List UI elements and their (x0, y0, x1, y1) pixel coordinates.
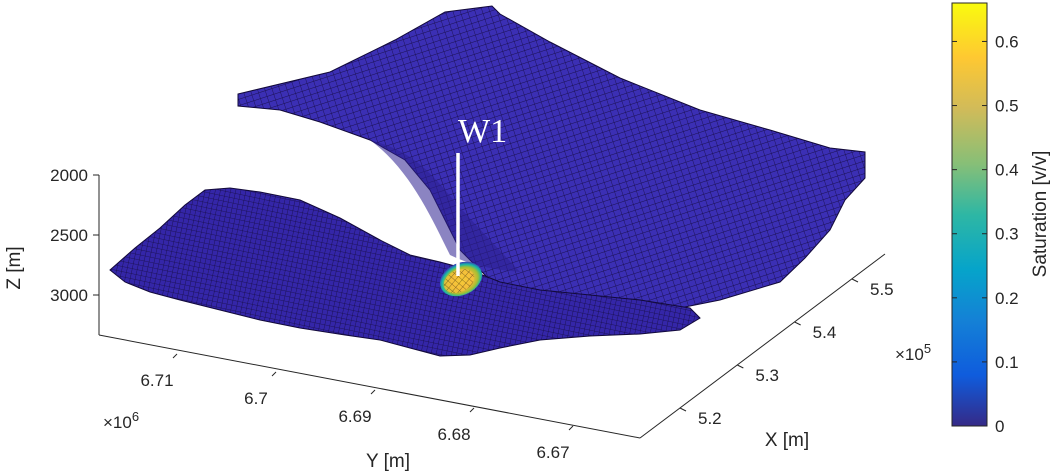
x-axis-multiplier: ×105 (895, 341, 931, 364)
y-tick-label: 6.67 (536, 443, 569, 462)
y-tick-mark (370, 389, 376, 395)
y-tick-label: 6.68 (437, 425, 470, 444)
axis-ticks: 2000 2500 3000 6.71 6.7 6.69 6.68 6.67 5.2 5.3 5.4… (50, 166, 893, 462)
colorbar-tick-label: 0.2 (995, 289, 1019, 308)
colorbar-label: Saturation [v/v] (1030, 151, 1051, 278)
colorbar-tick-label: 0 (995, 417, 1004, 436)
colorbar-gradient (951, 2, 988, 427)
x-axis-label: X [m] (765, 430, 809, 451)
y-axis-multiplier: ×106 (103, 409, 139, 432)
reservoir-surface (109, 5, 866, 357)
colorbar-ticks: 0 0.1 0.2 0.3 0.4 0.5 0.6 (952, 32, 1019, 436)
y-tick-label: 6.7 (244, 389, 268, 408)
y-tick-mark (172, 353, 178, 359)
colorbar-tick-label: 0.5 (995, 97, 1019, 116)
surface-south-lobe (109, 187, 701, 357)
z-tick-label: 3000 (50, 286, 88, 305)
y-tick-mark (469, 407, 475, 413)
y-tick-mark (271, 371, 277, 377)
x-tick-mark (737, 364, 744, 369)
x-tick-mark (794, 321, 801, 326)
x-tick-label: 5.4 (813, 323, 837, 342)
axes-box (98, 175, 886, 439)
colorbar-tick-label: 0.6 (995, 32, 1019, 51)
x-tick-label: 5.2 (698, 409, 722, 428)
z-axis-label: Z [m] (4, 246, 25, 289)
colorbar-tick-label: 0.4 (995, 161, 1019, 180)
x-tick-mark (679, 407, 687, 412)
y-axis-label: Y [m] (366, 451, 410, 472)
y-tick-label: 6.71 (140, 371, 173, 390)
x-tick-label: 5.5 (870, 280, 894, 299)
y-tick-mark (568, 425, 574, 431)
well-label: W1 (458, 113, 507, 150)
y-tick-label: 6.69 (338, 407, 371, 426)
z-tick-label: 2500 (50, 226, 88, 245)
z-tick-label: 2000 (50, 166, 88, 185)
x-tick-mark (851, 278, 859, 283)
colorbar-tick-label: 0.3 (995, 225, 1019, 244)
x-tick-label: 5.3 (755, 366, 779, 385)
colorbar: 0 0.1 0.2 0.3 0.4 0.5 0.6 Saturation [v/v] (951, 2, 1051, 436)
colorbar-tick-label: 0.1 (995, 353, 1019, 372)
